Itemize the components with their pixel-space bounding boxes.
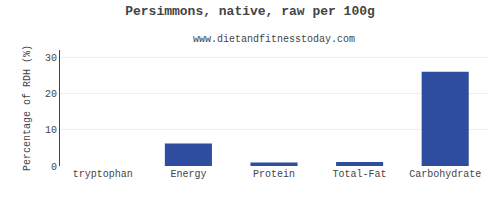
svg-text:Total-Fat: Total-Fat xyxy=(333,169,387,180)
svg-text:0: 0 xyxy=(51,162,57,173)
svg-text:10: 10 xyxy=(45,125,57,136)
svg-text:tryptophan: tryptophan xyxy=(73,169,133,180)
svg-text:30: 30 xyxy=(45,53,57,64)
svg-text:Persimmons, native, raw per 10: Persimmons, native, raw per 100g xyxy=(125,4,375,19)
svg-text:Carbohydrate: Carbohydrate xyxy=(409,169,481,180)
svg-text:20: 20 xyxy=(45,89,57,100)
svg-text:Protein: Protein xyxy=(253,169,295,180)
svg-text:Percentage of RDH (%): Percentage of RDH (%) xyxy=(22,45,33,171)
svg-text:www.dietandfitnesstoday.com: www.dietandfitnesstoday.com xyxy=(193,34,355,45)
svg-text:Energy: Energy xyxy=(170,169,206,180)
